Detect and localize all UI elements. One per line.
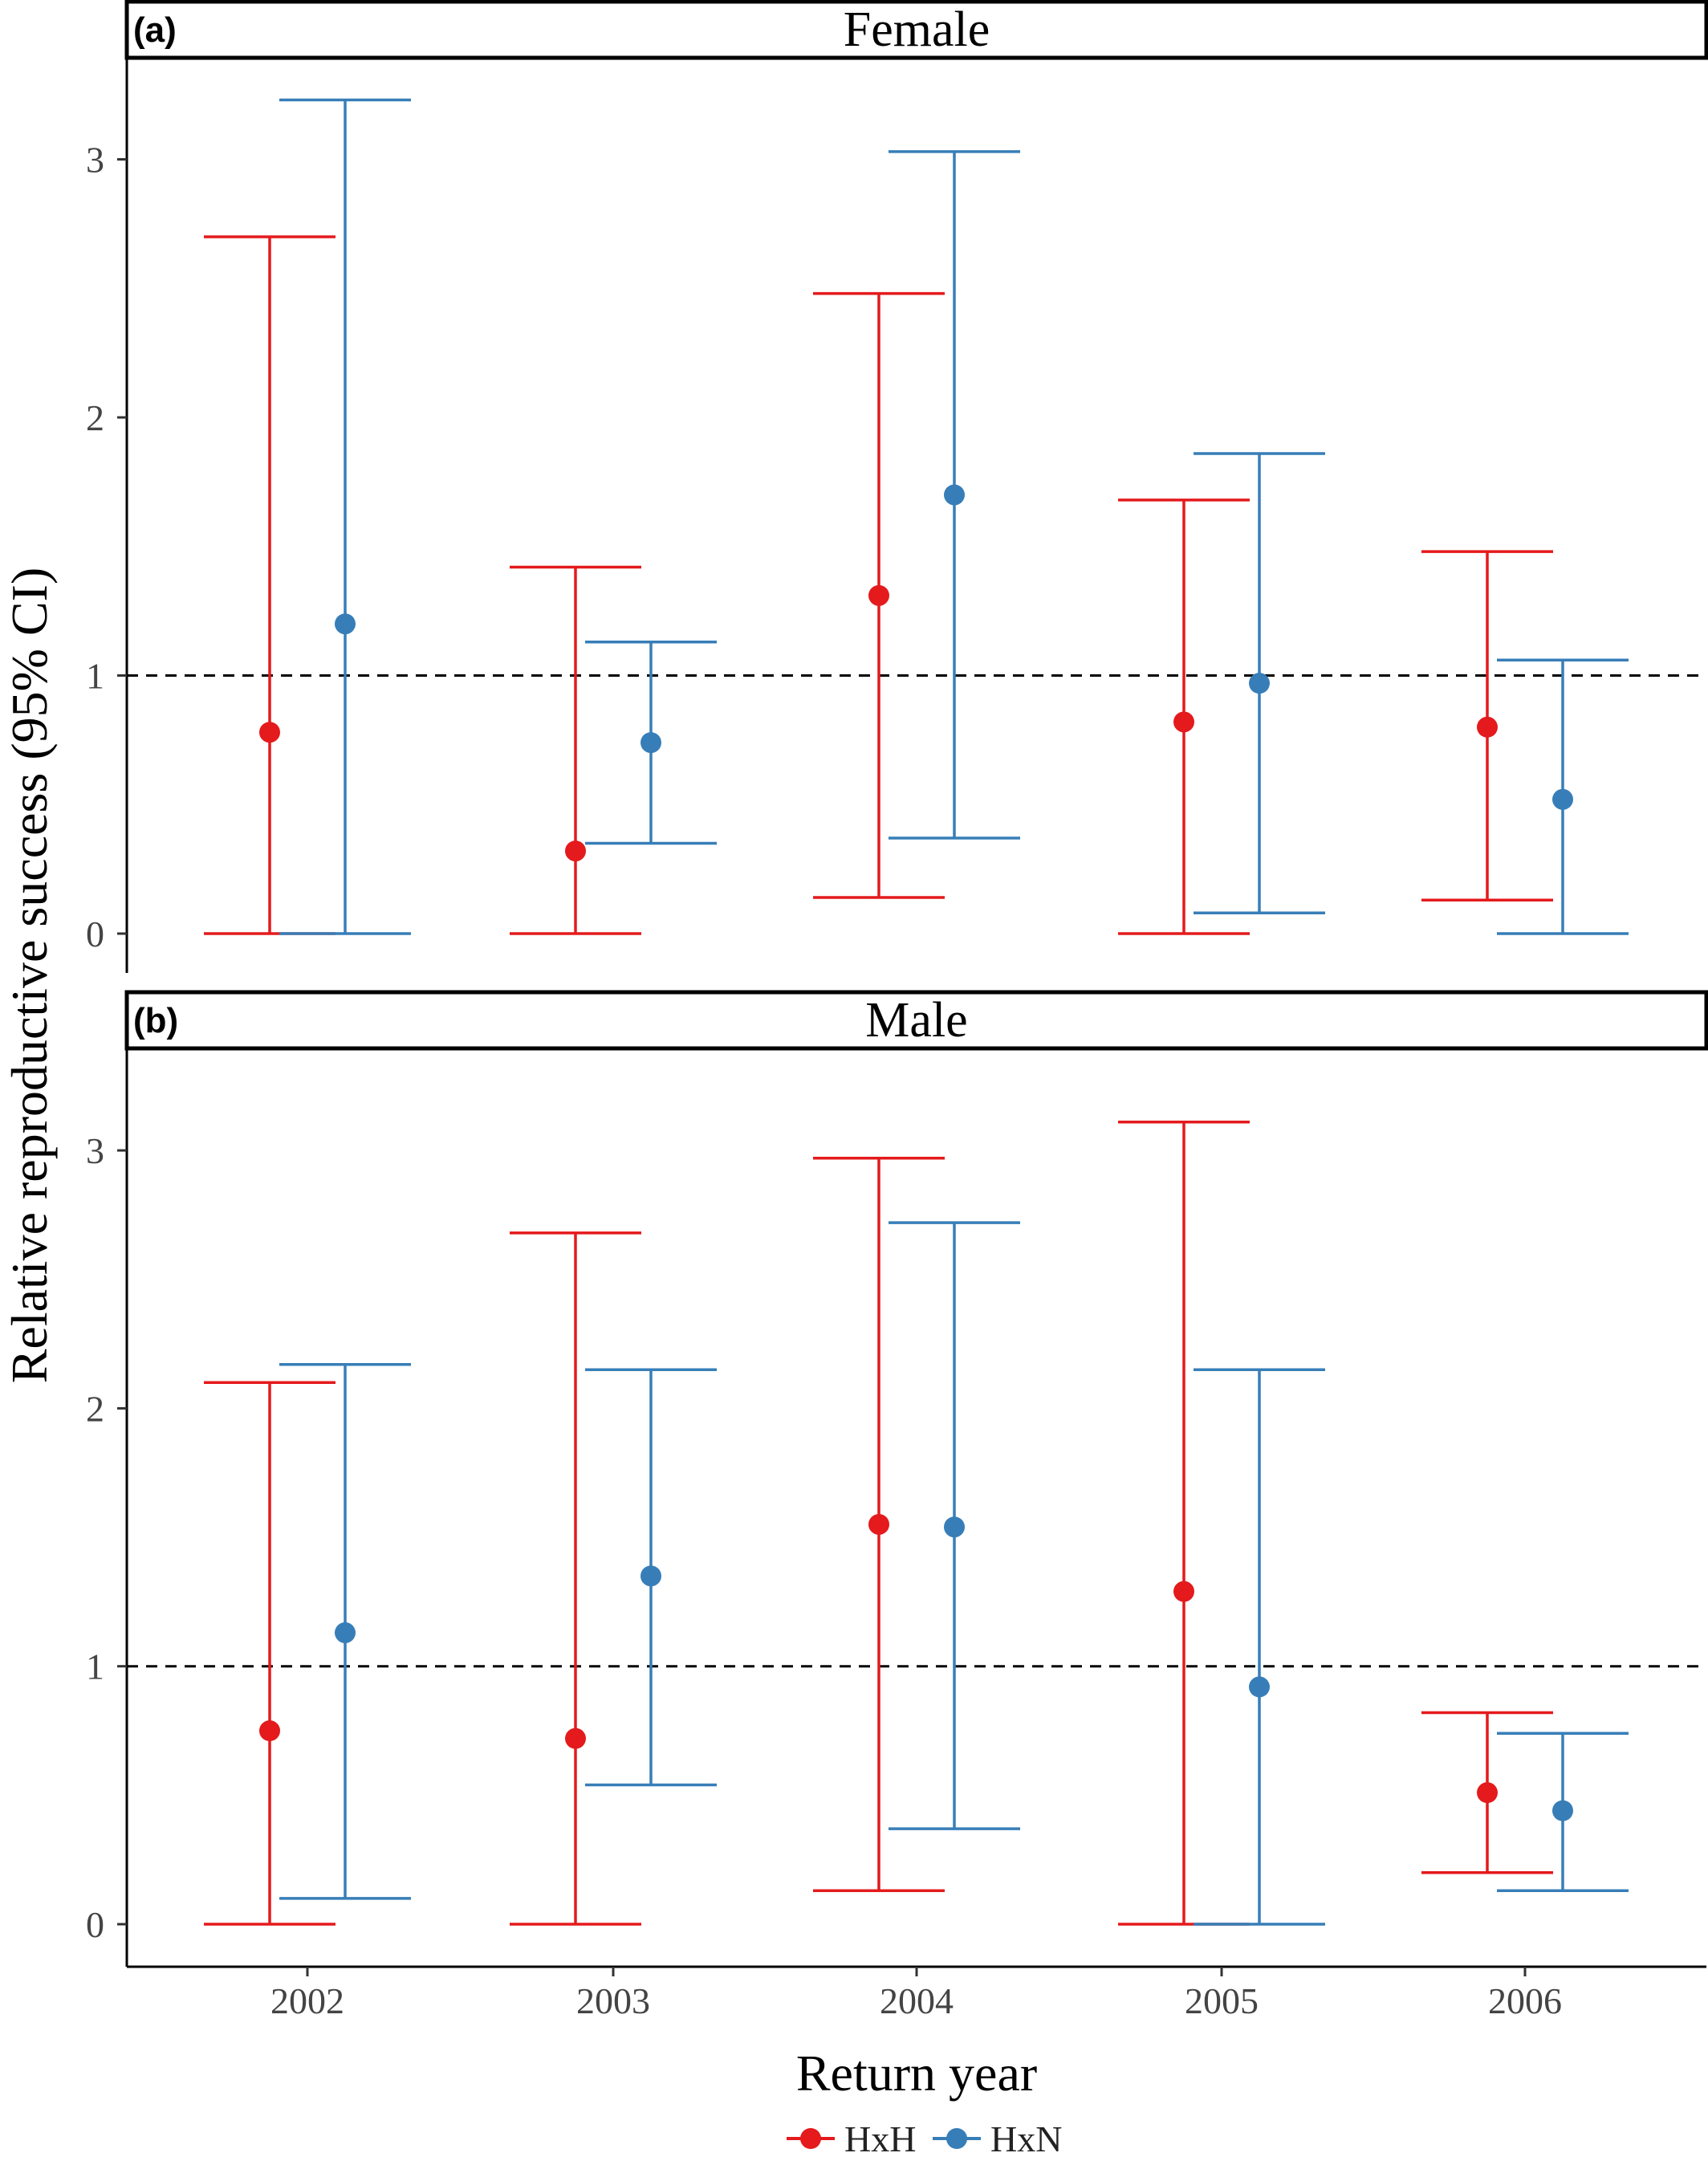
panel-male: Male (b) 0 1 2 3 [86, 990, 1708, 1968]
data-point [259, 722, 280, 743]
data-point [640, 1565, 661, 1587]
strip-box [124, 990, 1708, 1051]
legend-label: HxH [844, 2118, 916, 2159]
data-point [944, 1516, 965, 1538]
legend-key-point [800, 2128, 821, 2149]
series-hxh [204, 235, 1553, 935]
data-point [1477, 716, 1498, 738]
data-point [335, 1622, 356, 1643]
data-point [1173, 1581, 1194, 1602]
data-point [640, 732, 661, 754]
data-point [1249, 673, 1270, 694]
data-point [335, 613, 356, 635]
y-tick-label: 1 [86, 656, 104, 697]
panels: Female (a) 0 1 2 3 Male (b) 0 1 2 3 2002 2003 2004 2005… [86, 0, 1708, 2021]
legend-item-hxh: HxH [787, 2118, 916, 2159]
data-point [259, 1720, 280, 1742]
panel-tag: (a) [133, 10, 177, 50]
panel-female: Female (a) 0 1 2 3 [86, 0, 1708, 973]
series-hxh [204, 1121, 1553, 1926]
y-tick-label: 3 [86, 1130, 104, 1171]
x-tick-label: 2006 [1488, 1980, 1562, 2021]
y-axis-title: Relative reproductive success (95% CI) [1, 568, 58, 1384]
y-tick-label: 1 [86, 1646, 104, 1687]
x-tick-label: 2002 [270, 1980, 344, 2021]
data-point [565, 1728, 586, 1749]
data-point [1173, 711, 1194, 733]
data-point [868, 584, 889, 606]
data-point [565, 840, 586, 862]
x-ticks: 2002 2003 2004 2005 2006 [270, 1967, 1562, 2021]
y-tick-label: 0 [86, 914, 104, 954]
legend-label: HxN [990, 2118, 1062, 2159]
strip-label: Male [865, 993, 967, 1048]
y-tick-label: 2 [86, 397, 104, 438]
x-axis-title: Return year [796, 2045, 1037, 2102]
series-hxn [279, 98, 1629, 935]
y-tick-label: 3 [86, 140, 104, 181]
data-point [1477, 1782, 1498, 1804]
legend-item-hxn: HxN [933, 2118, 1062, 2159]
data-point [1249, 1676, 1270, 1698]
x-tick-label: 2005 [1185, 1980, 1259, 2021]
data-point [1552, 788, 1573, 810]
data-point [944, 484, 965, 506]
data-point [1552, 1800, 1573, 1821]
y-tick-label: 2 [86, 1388, 104, 1429]
x-tick-label: 2003 [576, 1980, 650, 2021]
y-tick-label: 0 [86, 1904, 104, 1945]
panel-tag: (b) [133, 1001, 178, 1040]
data-point [868, 1513, 889, 1535]
strip-label: Female [844, 2, 990, 57]
strip-box [124, 0, 1708, 60]
legend: HxH HxN [787, 2118, 1062, 2159]
legend-key-point [946, 2128, 967, 2149]
series-hxn [279, 1221, 1629, 1926]
x-tick-label: 2004 [880, 1980, 954, 2021]
